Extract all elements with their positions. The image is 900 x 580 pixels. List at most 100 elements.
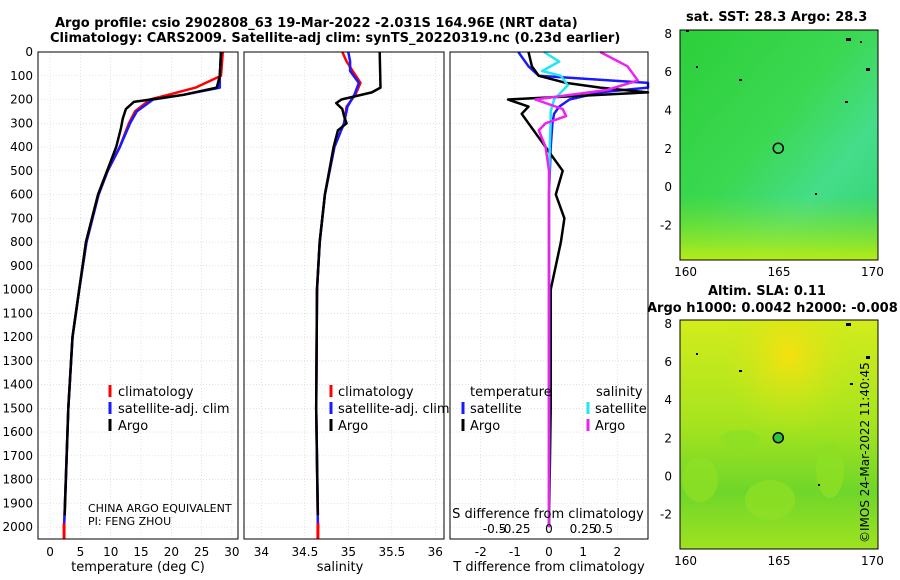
depth-tick-label: 300 bbox=[10, 116, 33, 130]
lon-tick-label: 170 bbox=[861, 265, 884, 279]
depth-tick-label: 700 bbox=[10, 211, 33, 225]
difference-panel: -2 -1 0 1 2 -0.5-0.25 0 0.250.5 S difference f… bbox=[449, 50, 650, 575]
lat-tick-label: 6 bbox=[664, 65, 672, 79]
lat-tick-label: -2 bbox=[660, 508, 672, 522]
depth-tick-label: 400 bbox=[10, 140, 33, 154]
series-line-salinity-argo bbox=[534, 50, 640, 528]
x-tick-label: 25 bbox=[194, 545, 209, 559]
temperature-tick-labels: 0 5 10 15 20 25 30 bbox=[46, 545, 239, 559]
legend-label-argo: Argo bbox=[118, 419, 148, 434]
s-diff-tick-label: -0.25 bbox=[499, 522, 530, 536]
s-diff-tick-label: 0.5 bbox=[594, 522, 613, 536]
legend-label-sal-satellite: satellite bbox=[595, 402, 647, 417]
salinity-xlabel: salinity bbox=[317, 560, 364, 575]
sla-patches bbox=[682, 430, 844, 520]
t-difference-xlabel: T difference from climatology bbox=[452, 560, 645, 575]
lat-tick-label: 2 bbox=[664, 142, 672, 156]
salinity-lines bbox=[314, 51, 382, 539]
argo-location-marker bbox=[772, 142, 785, 154]
depth-tick-label: 1200 bbox=[2, 330, 33, 344]
argo-location-marker bbox=[772, 431, 785, 444]
lat-tick-label: 2 bbox=[664, 431, 672, 445]
difference-legend: temperature salinity satellite Argo sate… bbox=[461, 385, 647, 434]
salinity-plot-area bbox=[244, 52, 444, 539]
depth-tick-label: 500 bbox=[10, 164, 33, 178]
depth-tick-label: 0 bbox=[25, 45, 33, 59]
lat-tick-label: 0 bbox=[664, 180, 672, 194]
lat-tick-label: -2 bbox=[660, 219, 672, 233]
s-diff-tick-label: -0.5 bbox=[483, 522, 506, 536]
lat-tick-label: 0 bbox=[664, 469, 672, 483]
salinity-panel: 34 34.5 35 35.5 36 salinity climatology sate… bbox=[243, 51, 454, 575]
depth-tick-label: 1300 bbox=[2, 354, 33, 368]
legend-label-temp-argo: Argo bbox=[470, 419, 500, 434]
lon-tick-label: 165 bbox=[768, 265, 791, 279]
lon-tick-label: 160 bbox=[674, 554, 697, 568]
salinity-legend: climatology satellite-adj. clim. Argo bbox=[329, 385, 454, 434]
sla-lat-ticks: 8 6 4 2 0 -2 bbox=[660, 317, 672, 522]
s-difference-xlabel: S difference from climatology bbox=[452, 507, 644, 522]
lat-tick-label: 6 bbox=[664, 355, 672, 369]
x-tick-label: 35 bbox=[341, 545, 356, 559]
x-tick-label: 1 bbox=[579, 545, 587, 559]
temperature-plot-area bbox=[38, 52, 238, 539]
depth-tick-label: 900 bbox=[10, 259, 33, 273]
sst-map-title: sat. SST: 28.3 Argo: 28.3 bbox=[686, 10, 868, 25]
legend-label-argo: Argo bbox=[338, 419, 368, 434]
x-tick-label: 20 bbox=[164, 545, 179, 559]
depth-tick-label: 800 bbox=[10, 235, 33, 249]
s-difference-tick-labels: -0.5-0.25 0 0.250.5 bbox=[483, 522, 613, 536]
x-tick-label: -2 bbox=[475, 545, 487, 559]
depth-tick-label: 200 bbox=[10, 93, 33, 107]
attribution-line-1: CHINA ARGO EQUIVALENT bbox=[88, 502, 232, 515]
legend-label-temp-satellite: satellite bbox=[470, 402, 522, 417]
legend-label-climatology: climatology bbox=[118, 385, 194, 400]
depth-tick-label: 1500 bbox=[2, 401, 33, 415]
x-tick-label: -1 bbox=[509, 545, 521, 559]
depth-tick-label: 1400 bbox=[2, 378, 33, 392]
difference-lines bbox=[506, 50, 650, 528]
legend-header-temperature: temperature bbox=[470, 385, 552, 400]
x-tick-label: 0 bbox=[545, 545, 553, 559]
x-tick-label: 2 bbox=[613, 545, 621, 559]
temperature-lines bbox=[62, 51, 225, 539]
sla-map-subtitle: Argo h1000: 0.0042 h2000: -0.008 bbox=[647, 301, 898, 316]
t-difference-tick-labels: -2 -1 0 1 2 bbox=[475, 545, 621, 559]
series-line-argo bbox=[63, 51, 223, 516]
sst-map: 160 165 170 8 6 4 2 0 -2 bbox=[660, 27, 884, 279]
depth-tick-label: 1700 bbox=[2, 449, 33, 463]
lon-tick-label: 170 bbox=[861, 554, 884, 568]
depth-tick-label: 1800 bbox=[2, 473, 33, 487]
depth-tick-labels: 0 100 200 300 400 500 600 700 800 900 1000 1100 1200… bbox=[2, 45, 33, 534]
temperature-grid bbox=[38, 51, 238, 539]
depth-tick-label: 1600 bbox=[2, 425, 33, 439]
temperature-legend: climatology satellite-adj. clim Argo bbox=[108, 385, 230, 434]
lat-tick-label: 4 bbox=[664, 104, 672, 118]
depth-tick-label: 1100 bbox=[2, 306, 33, 320]
x-tick-label: 30 bbox=[224, 545, 239, 559]
salinity-grid bbox=[244, 51, 444, 539]
lon-tick-label: 160 bbox=[674, 265, 697, 279]
x-tick-label: 10 bbox=[103, 545, 118, 559]
sst-lat-ticks: 8 6 4 2 0 -2 bbox=[660, 27, 672, 233]
sla-map: 160 165 170 8 6 4 2 0 -2 bbox=[660, 317, 884, 568]
sla-lon-ticks: 160 165 170 bbox=[674, 554, 884, 568]
island-dots bbox=[686, 30, 870, 195]
series-line-argo bbox=[314, 51, 382, 516]
legend-label-sal-argo: Argo bbox=[595, 419, 625, 434]
salinity-tick-labels: 34 34.5 35 35.5 36 bbox=[254, 545, 443, 559]
depth-tick-label: 2000 bbox=[2, 520, 33, 534]
lat-tick-label: 8 bbox=[664, 27, 672, 41]
title-line-1: Argo profile: csio 2902808_63 19-Mar-202… bbox=[55, 16, 578, 31]
lon-tick-label: 165 bbox=[768, 554, 791, 568]
legend-label-climatology: climatology bbox=[338, 385, 414, 400]
timestamp: ©IMOS 24-Mar-2022 11:40:45 bbox=[858, 362, 872, 543]
x-tick-label: 5 bbox=[77, 545, 85, 559]
island-dots bbox=[696, 323, 870, 486]
depth-tick-label: 1000 bbox=[2, 283, 33, 297]
x-tick-label: 0 bbox=[46, 545, 54, 559]
sst-warm-band bbox=[680, 195, 878, 260]
sla-map-title: Altim. SLA: 0.11 bbox=[708, 284, 826, 299]
x-tick-label: 15 bbox=[133, 545, 148, 559]
